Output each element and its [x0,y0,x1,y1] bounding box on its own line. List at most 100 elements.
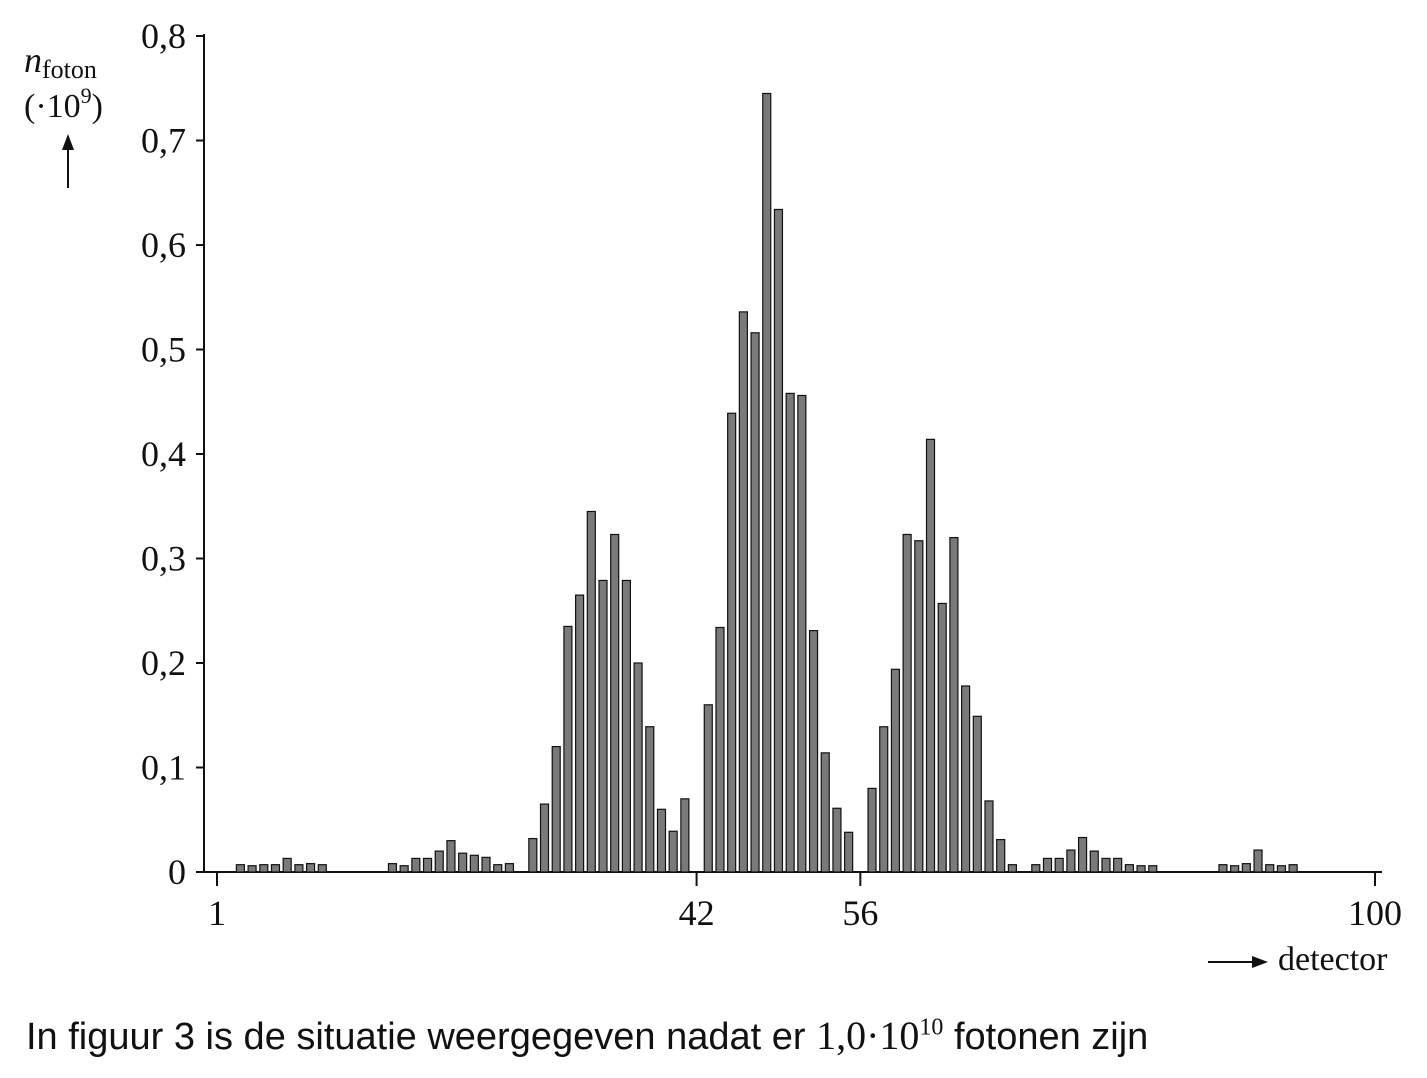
bar [294,864,304,873]
y-tick-label: 0,4 [141,434,186,474]
bar [1007,864,1017,873]
bar [1031,864,1041,873]
caption-text-after: fotonen zijn [943,1016,1149,1058]
bar [1136,865,1146,873]
bar [902,533,912,873]
bar [633,662,643,873]
bar [259,864,269,873]
bar [680,798,690,873]
x-tick-label: 56 [842,893,878,933]
bar [762,92,772,873]
y-tick-label: 0,2 [141,643,186,683]
bar [727,412,737,873]
caption-math: 1,0·1010 [816,1013,944,1058]
bar [715,626,725,873]
bar [235,864,245,873]
y-tick-label: 0,3 [141,539,186,579]
bar [844,831,854,873]
caption-text-before: In figuur 3 is de situatie weergegeven n… [26,1016,817,1058]
bar [890,668,901,873]
bar [504,863,515,873]
bar [469,854,479,873]
y-tick-label: 0,7 [141,121,186,161]
bar [738,311,748,873]
x-axis-right-arrow-icon [1208,956,1268,968]
bar [808,630,819,873]
bar [668,830,678,873]
bar [773,208,784,873]
x-ticks: 1 42 56 100 [208,872,1402,933]
y-tick-label: 0,6 [141,225,186,265]
bar [1265,864,1275,873]
bar [411,857,421,873]
bar [1276,865,1287,873]
bar [1218,864,1228,873]
bar [1042,857,1053,873]
bar [984,800,994,873]
y-tick-label: 0 [168,852,186,892]
x-tick-label: 42 [679,893,715,933]
bar [1288,864,1298,873]
bar [598,579,608,873]
y-tick-label: 0,1 [141,748,186,788]
x-tick-label: 100 [1348,893,1402,933]
bar [1230,865,1240,873]
bar [645,726,655,873]
bar [539,803,550,873]
bar [750,332,760,873]
bar [1148,865,1158,873]
bar [832,807,842,873]
photon-histogram-chart: 0 0,1 0,2 0,3 0,4 0,5 0,6 0,7 0,8 1 42 56 100 nfoto… [24,16,1402,978]
y-axis-label: nfoton [24,40,97,84]
bar [656,808,667,873]
bar [282,857,292,873]
bar [1089,850,1099,873]
bar [399,865,409,873]
bar [937,602,947,873]
bar [1113,857,1123,873]
bar [914,540,924,873]
bar [1054,857,1064,873]
x-axis: 1 42 56 100 [204,871,1402,933]
x-axis-label: detector [1278,941,1388,978]
bar [949,536,959,873]
bar [247,865,257,873]
bar [972,715,982,873]
bar [1124,864,1134,873]
bar [528,837,538,873]
bar [1066,849,1076,873]
bars [235,92,1298,873]
bar [621,579,631,873]
bar [797,394,807,873]
bar [785,392,795,873]
bar [996,839,1006,873]
y-axis-up-arrow-icon [62,134,74,188]
bar [610,533,620,873]
caption: In figuur 3 is de situatie weergegeven n… [26,1012,1416,1059]
bar [575,594,585,873]
bar [434,850,444,873]
bar [493,864,503,873]
y-axis-scale-label: (·109) [24,83,103,125]
bar [387,863,398,873]
bar [270,864,281,873]
bar [925,438,936,873]
bar [563,625,573,873]
bar [1101,857,1111,873]
y-tick-label: 0,8 [141,16,186,56]
bar [586,510,596,873]
bar [422,857,433,873]
bar [879,726,889,873]
bar [867,787,877,873]
y-axis: 0 0,1 0,2 0,3 0,4 0,5 0,6 0,7 0,8 [141,16,205,892]
bar [1241,863,1251,873]
bar [1253,849,1263,873]
bar [703,704,713,873]
bar [481,856,491,873]
bar [446,840,456,873]
y-ticks: 0 0,1 0,2 0,3 0,4 0,5 0,6 0,7 0,8 [141,16,204,892]
bar [551,745,561,873]
bar [961,685,971,873]
bar [317,864,327,873]
bar [305,863,316,873]
